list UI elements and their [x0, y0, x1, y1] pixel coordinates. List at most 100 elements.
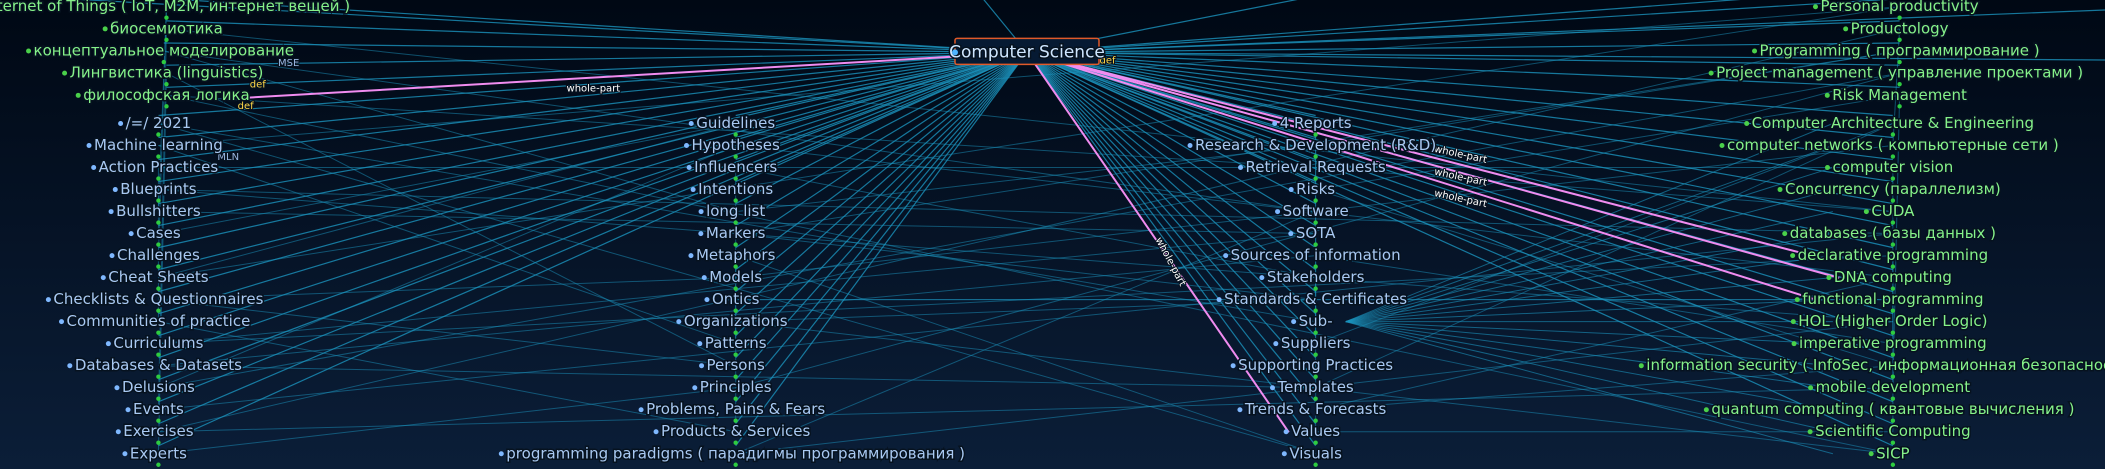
node-label[interactable]: Suppliers	[1279, 333, 1352, 354]
node-dot	[1826, 275, 1832, 281]
node-label[interactable]: Retrieval Requests	[1244, 157, 1387, 178]
node-dot	[1744, 121, 1750, 127]
node-label[interactable]: computer vision	[1831, 157, 1955, 178]
node-label[interactable]: databases ( базы данных )	[1788, 223, 1997, 244]
node-label[interactable]: Persons	[705, 355, 766, 376]
node-label[interactable]: Stakeholders	[1265, 267, 1366, 288]
node-label[interactable]: Blueprints	[119, 179, 198, 200]
node-label[interactable]: Ontics	[710, 289, 761, 310]
child-dot	[1313, 220, 1318, 225]
node-label[interactable]: Productology	[1849, 18, 1950, 39]
node-dot	[1288, 187, 1294, 193]
node-label[interactable]: SICP	[1875, 443, 1911, 464]
node-label[interactable]: imperative programming	[1798, 333, 1989, 354]
node-label[interactable]: Sub-	[1297, 311, 1334, 332]
node-dot	[688, 121, 694, 127]
child-dot	[733, 396, 738, 401]
node-label[interactable]: Metaphors	[694, 245, 777, 266]
node-label[interactable]: Challenges	[116, 245, 202, 266]
node-label[interactable]: философская логика	[82, 84, 252, 105]
node-label[interactable]: Problems, Pains & Fears	[645, 399, 827, 420]
node-label[interactable]: Patterns	[703, 333, 768, 354]
node-label[interactable]: Products & Services	[660, 421, 812, 442]
node-label[interactable]: HOL (Higher Order Logic)	[1797, 311, 1989, 332]
node-label[interactable]: programming paradigms ( парадигмы програ…	[505, 443, 967, 464]
node-label[interactable]: computer networks ( компьютерные сети )	[1725, 135, 2060, 156]
node-label[interactable]: CUDA	[1870, 201, 1917, 222]
center-label[interactable]: Computer Science	[948, 41, 1107, 64]
node-label[interactable]: Exercises	[122, 421, 195, 442]
node-label[interactable]: Computer Architecture & Engineering	[1750, 113, 2035, 134]
node-label[interactable]: Scientific Computing	[1814, 421, 1973, 442]
node-label[interactable]: Risk Management	[1831, 84, 1969, 105]
node-dot	[1638, 363, 1644, 369]
node-label[interactable]: Communities of practice	[65, 311, 252, 332]
node-label[interactable]: Databases & Datasets	[73, 355, 243, 376]
node-label[interactable]: Hypotheses	[690, 135, 782, 156]
node-label[interactable]: Experts	[128, 443, 188, 464]
link	[1026, 51, 1894, 359]
node-label[interactable]: Organizations	[682, 311, 789, 332]
node-label[interactable]: Curriculums	[112, 333, 205, 354]
node-label[interactable]: Research & Development (R&D)	[1194, 135, 1438, 156]
node-label[interactable]: Risks	[1295, 179, 1337, 200]
node-label[interactable]: /=/ 2021	[124, 113, 193, 134]
node-label[interactable]: Programming ( программирование )	[1758, 40, 2041, 61]
node-label[interactable]: declarative programming	[1796, 245, 1989, 266]
node-label[interactable]: биосемиотика	[109, 18, 225, 39]
link	[1026, 51, 1317, 425]
link	[158, 321, 736, 433]
node-dot	[112, 187, 118, 193]
child-dot	[1313, 418, 1318, 423]
node-label[interactable]: Models	[708, 267, 764, 288]
node-label[interactable]: information security ( InfoSec, информац…	[1645, 355, 2105, 376]
node-label[interactable]: Bullshitters	[115, 201, 203, 222]
node-label[interactable]: mobile development	[1814, 377, 1972, 398]
node-label[interactable]: Principles	[698, 377, 773, 398]
node-label[interactable]: Guidelines	[695, 113, 777, 134]
node-dot	[86, 143, 92, 149]
node-label[interactable]: Visuals	[1288, 443, 1344, 464]
child-dot	[1313, 242, 1318, 247]
node-label[interactable]: Values	[1290, 421, 1342, 442]
node-label[interactable]: концептуальное моделирование	[32, 40, 295, 61]
node-dot	[1812, 4, 1818, 10]
node-label[interactable]: Cases	[135, 223, 183, 244]
node-label[interactable]: Trends & Forecasts	[1242, 399, 1388, 420]
node-label[interactable]: SOTA	[1294, 223, 1337, 244]
child-dot	[1313, 462, 1318, 467]
node-dot	[45, 297, 51, 303]
node-label[interactable]: Action Practices	[97, 157, 220, 178]
link	[735, 51, 1028, 161]
node-dot	[1790, 253, 1796, 259]
node-label[interactable]: Checklists & Questionnaires	[52, 289, 265, 310]
node-label[interactable]: Events	[132, 399, 186, 420]
node-label[interactable]: Delusions	[120, 377, 196, 398]
node-label[interactable]: 4 Reports	[1278, 113, 1353, 134]
node-label[interactable]: Personal productivity	[1819, 0, 1980, 17]
node-label[interactable]: Markers	[704, 223, 767, 244]
node-label[interactable]: Cheat Sheets	[107, 267, 210, 288]
child-dot	[156, 154, 161, 159]
node-label[interactable]: Concurrency (параллелизм)	[1784, 179, 2003, 200]
node-label[interactable]: Intentions	[697, 179, 775, 200]
node-label[interactable]: quantum computing ( квантовые вычисления…	[1710, 399, 2076, 420]
node-label[interactable]: Лингвистика (linguistics)	[68, 62, 265, 83]
node-label[interactable]: Standards & Certificates	[1223, 289, 1409, 310]
node-label[interactable]: Sources of information	[1229, 245, 1402, 266]
node-label[interactable]: long list	[705, 201, 767, 222]
node-label[interactable]: Templates	[1275, 377, 1355, 398]
node-label[interactable]: DNA computing	[1832, 267, 1953, 288]
link	[1345, 321, 1833, 411]
link-highlight	[1026, 51, 1840, 279]
link	[158, 387, 1893, 433]
node-label[interactable]: Software	[1281, 201, 1350, 222]
node-label[interactable]: Influencers	[693, 157, 779, 178]
link	[158, 51, 1028, 403]
node-label[interactable]: functional programming	[1801, 289, 1985, 310]
child-dot	[1313, 352, 1318, 357]
node-label[interactable]: Project management ( управление проектам…	[1715, 62, 2085, 83]
node-label[interactable]: Supporting Practices	[1237, 355, 1395, 376]
node-label[interactable]: Internet of Things ( IoT, M2M, интернет …	[0, 0, 352, 17]
node-label[interactable]: Machine learning	[93, 135, 225, 156]
